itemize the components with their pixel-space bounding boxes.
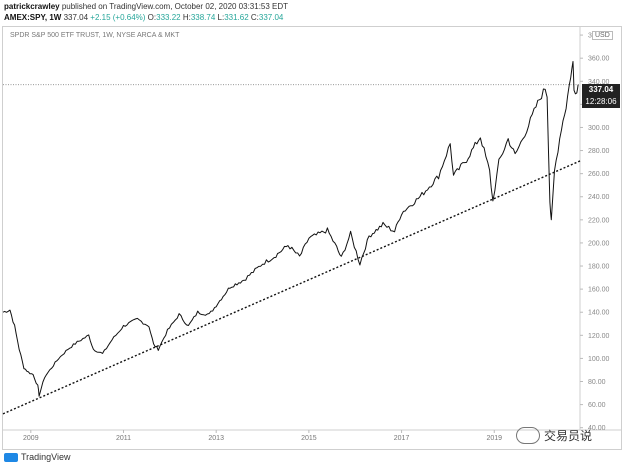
footer-brand-label: TradingView xyxy=(21,452,71,462)
trendline xyxy=(2,160,581,415)
close-label: C: xyxy=(250,13,259,22)
x-tick-label: 2013 xyxy=(208,435,224,442)
footer-brand[interactable]: TradingView xyxy=(4,452,71,462)
price-series-line xyxy=(2,61,579,397)
currency-label[interactable]: USD xyxy=(592,31,613,40)
y-tick-label: 120.00 xyxy=(588,333,610,340)
chart-title: SPDR S&P 500 ETF TRUST, 1W, NYSE ARCA & … xyxy=(10,32,180,39)
x-tick-label: 2009 xyxy=(23,435,39,442)
y-tick-label: 340.00 xyxy=(588,79,610,86)
open-label: O: xyxy=(147,13,157,22)
y-tick-label: 140.00 xyxy=(588,310,610,317)
watermark: 交易员说 xyxy=(516,427,592,444)
low-label: L: xyxy=(217,13,225,22)
wechat-icon xyxy=(516,427,540,444)
publisher-name[interactable]: patrickcrawley xyxy=(4,2,60,11)
x-tick-label: 2011 xyxy=(116,435,131,442)
y-tick-label: 40.00 xyxy=(588,425,606,432)
symbol-label[interactable]: AMEX:SPY, 1W xyxy=(4,13,62,22)
y-tick-label: 360.00 xyxy=(588,56,610,63)
y-tick-label: 160.00 xyxy=(588,287,610,294)
close-value: 337.04 xyxy=(258,13,284,22)
open-value: 333.22 xyxy=(156,13,181,22)
y-tick-label: 240.00 xyxy=(588,194,610,201)
publish-info: patrickcrawley published on TradingView.… xyxy=(4,2,288,11)
y-tick-label: 300.00 xyxy=(588,125,610,132)
y-tick-label: 200.00 xyxy=(588,240,610,247)
watermark-text: 交易员说 xyxy=(544,429,593,443)
last-price-badge: 337.04 xyxy=(582,84,620,96)
x-tick-label: 2015 xyxy=(301,435,317,442)
y-tick-label: 220.00 xyxy=(588,217,610,224)
y-tick-label: 60.00 xyxy=(588,402,606,409)
high-label: H: xyxy=(182,13,191,22)
y-tick-label: 100.00 xyxy=(588,356,610,363)
chart-frame xyxy=(2,26,622,450)
y-tick-label: 280.00 xyxy=(588,148,610,155)
last-price: 337.04 xyxy=(63,13,89,22)
high-value: 338.74 xyxy=(190,13,216,22)
y-tick-label: 180.00 xyxy=(588,264,610,271)
y-tick-label: 80.00 xyxy=(588,379,606,386)
published-text: published on TradingView.com, October 02… xyxy=(61,2,289,11)
x-tick-label: 2017 xyxy=(394,435,410,442)
price-change: +2.15 (+0.64%) xyxy=(90,13,146,22)
tradingview-logo-icon xyxy=(4,452,18,462)
symbol-legend: AMEX:SPY, 1W 337.04 +2.15 (+0.64%) O:333… xyxy=(4,13,283,22)
low-value: 331.62 xyxy=(224,13,249,22)
y-tick-label: 260.00 xyxy=(588,171,610,178)
x-tick-label: 2019 xyxy=(486,435,502,442)
countdown-badge: 12:28:06 xyxy=(582,96,620,108)
